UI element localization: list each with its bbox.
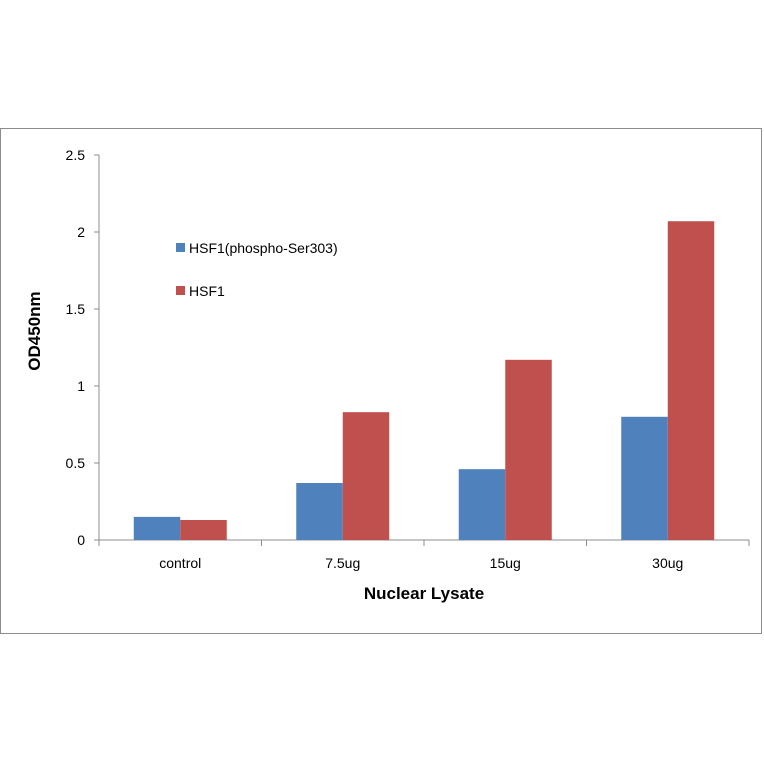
y-tick-label: 1.5	[66, 301, 86, 317]
legend: HSF1(phospho-Ser303) HSF1	[176, 240, 338, 299]
bar	[342, 412, 390, 540]
y-tick-label: 1	[77, 378, 85, 394]
bar	[505, 359, 552, 540]
bar	[133, 516, 181, 540]
x-axis-ticks: control 7.5ug 15ug 30ug	[98, 540, 750, 571]
chart-frame	[0, 128, 762, 634]
x-tick-label: 15ug	[490, 555, 521, 571]
y-tick-label: 0.5	[66, 455, 86, 471]
y-axis-title: OD450nm	[25, 291, 44, 370]
legend-swatch	[176, 243, 185, 252]
legend-label: HSF1	[189, 283, 225, 299]
y-axis-ticks: 0 0.5 1 1.5 2 2.5	[66, 147, 99, 548]
x-tick-label: 30ug	[652, 555, 683, 571]
bar	[458, 469, 506, 540]
y-tick-label: 2.5	[66, 147, 86, 163]
x-tick-label: 7.5ug	[325, 555, 360, 571]
legend-label: HSF1(phospho-Ser303)	[189, 240, 338, 256]
bar	[621, 416, 668, 540]
y-tick-label: 0	[77, 532, 85, 548]
legend-swatch	[176, 286, 185, 295]
y-tick-label: 2	[77, 224, 85, 240]
bar	[667, 221, 715, 540]
x-tick-label: control	[159, 555, 201, 571]
bar	[296, 483, 343, 540]
bar	[180, 519, 227, 540]
bars-group	[133, 221, 715, 540]
x-axis-title: Nuclear Lysate	[364, 584, 484, 603]
